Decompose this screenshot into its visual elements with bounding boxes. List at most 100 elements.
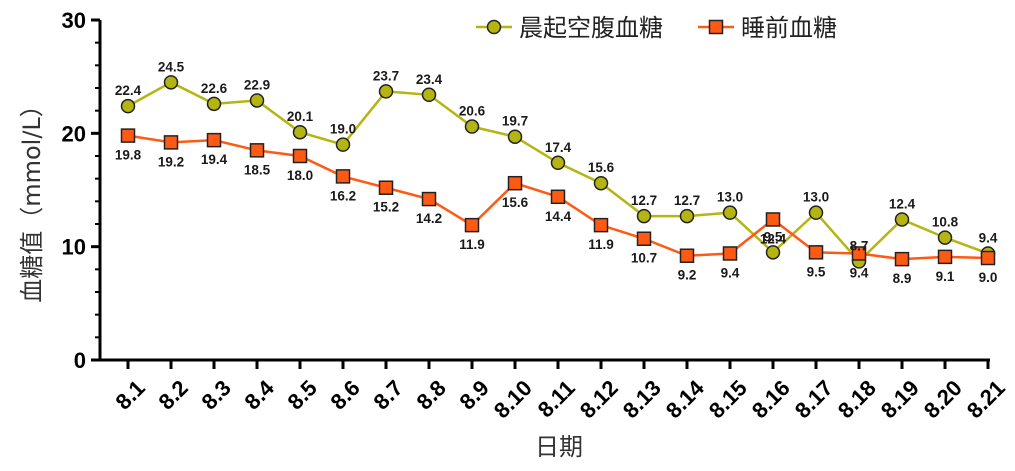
- point-marker: [292, 124, 308, 140]
- data-label: 19.0: [330, 122, 356, 137]
- data-label: 24.5: [158, 59, 185, 74]
- x-tick-label: 8.19: [876, 375, 924, 423]
- point-marker: [335, 169, 351, 184]
- point-marker: [163, 75, 179, 90]
- point-marker: [120, 98, 136, 114]
- legend-label-bedtime: 睡前血糖: [741, 14, 837, 42]
- point-marker: [507, 129, 523, 144]
- data-label: 15.2: [373, 200, 399, 215]
- y-tick-label: 0: [74, 348, 86, 373]
- data-label: 22.4: [115, 83, 142, 98]
- point-marker: [765, 212, 781, 227]
- data-label: 18.5: [244, 162, 271, 177]
- data-label-layer: 22.4 24.5 22.6 22.9 20.1 19.0 23.7 23.4 20.6 19.7…: [115, 59, 998, 286]
- point-marker: [507, 175, 523, 191]
- data-label: 19.2: [158, 154, 184, 169]
- x-tick-label: 8.6: [326, 375, 365, 414]
- y-axis: 0 10 20 30: [62, 8, 102, 373]
- point-marker: [464, 119, 480, 134]
- x-tick-label: 8.7: [369, 375, 408, 414]
- data-label: 19.8: [115, 148, 142, 163]
- x-tick-label: 8.5: [283, 375, 322, 414]
- data-label: 9.5: [807, 264, 826, 279]
- x-tick-label: 8.16: [747, 375, 795, 423]
- data-label: 13.0: [717, 190, 743, 205]
- x-tick-label: 8.3: [197, 375, 236, 414]
- y-tick-label: 10: [62, 235, 86, 260]
- point-marker: [593, 217, 609, 233]
- data-label: 9.2: [678, 268, 697, 283]
- point-marker: [894, 251, 910, 267]
- y-axis-title: 血糖值（mmol/L）: [18, 93, 46, 303]
- legend-swatch-marker-bedtime: [708, 19, 724, 35]
- data-label: 14.2: [416, 211, 442, 226]
- point-marker: [249, 93, 265, 108]
- data-label: 20.6: [459, 104, 486, 119]
- x-tick-label: 8.10: [489, 375, 537, 423]
- point-marker: [206, 96, 222, 112]
- point-marker: [464, 217, 480, 233]
- data-label: 9.4: [850, 265, 869, 280]
- point-marker: [980, 250, 996, 266]
- data-label: 19.7: [502, 114, 528, 129]
- x-tick-label: 8.12: [575, 375, 623, 423]
- data-label: 8.7: [850, 238, 869, 253]
- legend-swatch-marker-morning: [486, 19, 502, 35]
- data-label: 16.2: [330, 188, 356, 203]
- data-label: 23.7: [373, 68, 399, 83]
- data-label: 9.1: [936, 269, 955, 284]
- legend-label-morning: 晨起空腹血糖: [519, 14, 663, 42]
- point-marker: [378, 84, 394, 99]
- x-axis-title: 日期: [535, 433, 583, 461]
- x-tick-label: 8.9: [455, 375, 494, 414]
- data-label: 19.4: [201, 152, 228, 167]
- point-marker: [894, 212, 910, 227]
- point-marker: [206, 132, 222, 148]
- data-label: 12.7: [674, 193, 700, 208]
- x-tick-label: 8.13: [618, 375, 666, 423]
- data-label: 9.4: [721, 265, 740, 280]
- data-label: 8.9: [893, 271, 912, 286]
- data-label: 12.4: [889, 196, 916, 211]
- data-label: 10.8: [932, 215, 959, 230]
- data-label: 18.0: [287, 168, 313, 183]
- x-tick-label: 8.20: [919, 375, 967, 423]
- point-marker: [378, 180, 394, 195]
- point-marker: [679, 248, 695, 263]
- data-label: 17.4: [545, 140, 572, 155]
- point-marker: [937, 230, 953, 245]
- data-label: 10.7: [631, 251, 657, 266]
- x-tick-label: 8.2: [154, 375, 193, 414]
- data-label: 15.6: [588, 160, 615, 175]
- data-label: 22.9: [244, 77, 270, 92]
- point-marker: [163, 135, 179, 150]
- data-label: 23.4: [416, 72, 443, 87]
- point-marker: [636, 208, 652, 224]
- point-marker: [765, 245, 781, 260]
- point-marker: [808, 245, 824, 260]
- point-marker: [421, 191, 437, 207]
- point-marker: [593, 175, 609, 191]
- data-label: 11.9: [459, 237, 485, 252]
- point-marker: [421, 87, 437, 103]
- legend: 晨起空腹血糖 睡前血糖: [476, 14, 837, 42]
- point-marker: [636, 231, 652, 246]
- point-marker: [722, 205, 738, 220]
- data-label: 20.1: [287, 109, 314, 124]
- x-tick-label: 8.21: [962, 375, 1010, 423]
- point-marker: [120, 128, 136, 143]
- x-tick-label: 8.4: [240, 375, 280, 415]
- point-marker: [722, 246, 738, 261]
- y-tick-label: 20: [62, 121, 86, 146]
- point-marker: [550, 189, 566, 205]
- point-marker: [550, 155, 566, 171]
- x-tick-label: 8.18: [833, 375, 881, 423]
- x-axis: 8.1 8.2 8.3 8.4 8.5 8.6 8.7 8.8 8.98.108.118.128…: [98, 358, 1010, 423]
- point-marker: [851, 246, 867, 261]
- point-marker: [679, 208, 695, 224]
- data-label: 12.7: [631, 193, 657, 208]
- data-label: 9.5: [764, 229, 783, 244]
- series-layer: [120, 75, 996, 269]
- x-tick-label: 8.17: [790, 375, 838, 423]
